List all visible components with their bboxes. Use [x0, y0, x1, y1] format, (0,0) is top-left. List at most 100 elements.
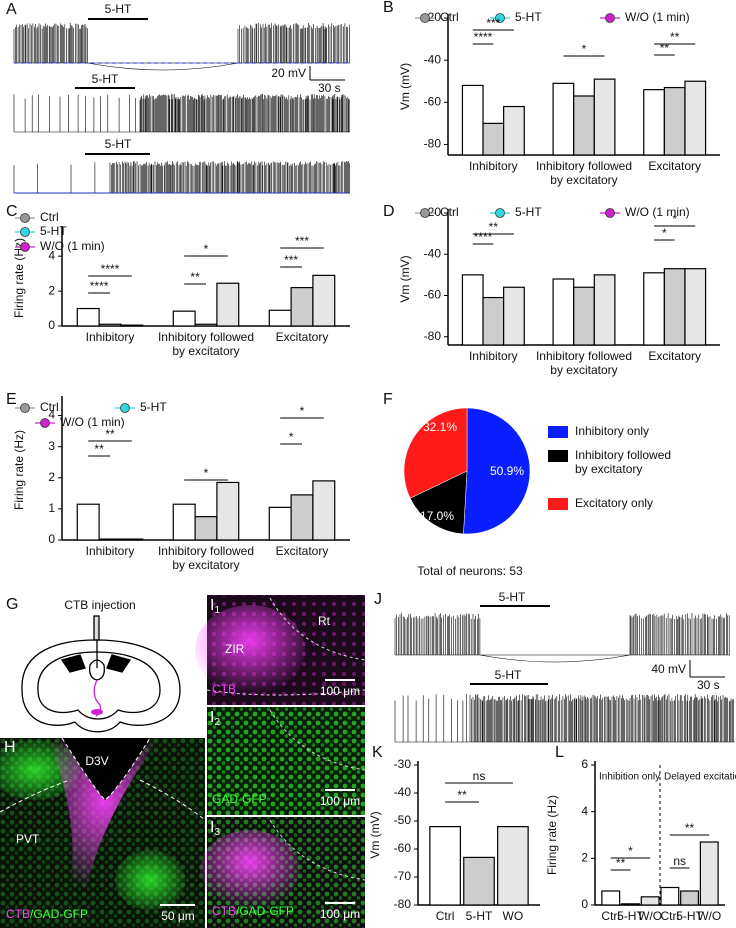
bar [680, 890, 700, 906]
bar [463, 856, 495, 906]
legend-label: Excitatory only [575, 496, 654, 510]
stim-label: 5-HT [105, 2, 132, 16]
panel-label: I3 [210, 819, 220, 837]
bar [290, 494, 314, 541]
legend-marker [20, 227, 30, 237]
x-tick-label: W/O [697, 909, 721, 923]
bar [216, 481, 240, 541]
significance-label: **** [474, 230, 493, 244]
x-tick-label: Inhibitory followed by excitatory [535, 349, 633, 377]
bar [503, 286, 525, 346]
bar [429, 825, 461, 906]
stain: /GAD-GFP [30, 907, 88, 921]
legend-label: W/O (1 min) [625, 10, 690, 24]
legend-label: 5-HT [515, 10, 542, 24]
label-sub: 3 [214, 827, 220, 838]
x-tick-label-box: Excitatory [276, 330, 329, 344]
y-tick-label: -40 [424, 52, 442, 66]
y-tick-label: 4 [581, 804, 588, 818]
y-tick-label: 2 [48, 470, 55, 484]
legend-label-box: Excitatory only [575, 496, 654, 510]
label: I [210, 597, 214, 614]
legend-marker [40, 418, 50, 428]
bar [640, 896, 660, 906]
x-tick-label: 5-HT [676, 909, 703, 923]
bar [482, 296, 505, 346]
significance-label: ** [660, 41, 670, 55]
legend-label: W/O (1 min) [625, 205, 690, 219]
bar [573, 286, 595, 346]
bar [593, 78, 616, 156]
significance-label: ns [473, 769, 486, 783]
panel-label: A [6, 1, 17, 18]
scale-label: 30 s [318, 81, 341, 95]
pie-note: Total of neurons: 53 [417, 564, 523, 578]
panel-label: I2 [210, 709, 220, 727]
x-tick-label: WO [503, 909, 524, 923]
x-tick-label: Inhibitory [85, 330, 135, 344]
stim-label: 5-HT [105, 137, 132, 151]
bar [98, 323, 122, 327]
legend-label: 5-HT [140, 400, 167, 414]
x-tick-label: Excitatory [648, 349, 701, 363]
significance-label: ** [457, 788, 467, 802]
bar [98, 538, 122, 541]
panel-label: J [374, 591, 382, 608]
y-tick-label: -40 [424, 246, 442, 260]
stim-label: 5-HT [495, 668, 522, 682]
significance-label: **** [90, 279, 109, 293]
y-tick-label: -60 [424, 288, 442, 302]
x-tick-label-box: Inhibitory [85, 330, 135, 344]
stain-label: CTB [212, 682, 236, 696]
stain: /GAD-GFP [236, 904, 294, 918]
trace [13, 94, 350, 133]
x-tick-label-box: Inhibitory followed by excitatory [158, 330, 254, 358]
bar [76, 307, 100, 327]
stim-label: 5-HT [499, 590, 526, 604]
y-axis-label: Firing rate (Hz) [12, 238, 26, 318]
bar [684, 268, 707, 346]
region-label: Rt [318, 614, 331, 628]
bar [643, 89, 665, 156]
y-axis-label: Vm (mV) [368, 811, 382, 858]
stain: CTB [212, 904, 236, 918]
bar [663, 268, 686, 346]
y-tick-label: 1 [48, 501, 55, 515]
bar [699, 841, 719, 906]
bar [660, 886, 680, 906]
x-tick-label-box: Inhibitory followed by excitatory [157, 544, 255, 572]
bar [497, 825, 529, 906]
significance-label: ** [685, 821, 695, 835]
bar [172, 503, 196, 541]
panel-label: I1 [210, 597, 220, 615]
significance-label: ** [616, 856, 626, 870]
significance-label: * [204, 466, 209, 480]
label-sub: 1 [214, 605, 220, 616]
significance-label: ** [670, 30, 680, 44]
y-tick-label: 6 [581, 757, 588, 771]
pie-slice [403, 407, 468, 499]
scale-label: 100 μm [320, 794, 360, 808]
x-tick-label: Inhibitory followed by excitatory [157, 544, 255, 572]
y-axis-label: Firing rate (Hz) [545, 795, 559, 875]
x-tick-label-box: Inhibitory followed by excitatory [535, 349, 633, 377]
panel-label: F [383, 391, 393, 408]
legend-label: Ctrl [440, 10, 459, 24]
traces [13, 23, 350, 194]
stain-label: GAD-GFP [212, 792, 267, 806]
scale-label: 30 s [697, 678, 720, 692]
bar [120, 324, 144, 327]
x-tick-label-box: Excitatory [276, 544, 329, 558]
significance-label: *** [295, 234, 309, 248]
x-tick-label-box: Excitatory [648, 159, 701, 173]
y-tick-label: -80 [424, 137, 442, 151]
legend-label: 5-HT [515, 205, 542, 219]
legend-label-box: Inhibitory only [575, 424, 649, 438]
region-label: PVT [16, 832, 40, 846]
significance-label: * [300, 404, 305, 418]
bar [312, 274, 336, 327]
scale-label: 20 mV [271, 66, 306, 80]
y-axis-label: Vm (mV) [398, 255, 412, 302]
